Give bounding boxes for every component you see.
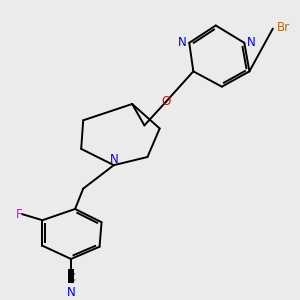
- Text: F: F: [16, 208, 22, 220]
- Text: N: N: [178, 36, 187, 49]
- Text: N: N: [247, 36, 255, 49]
- Text: N: N: [67, 286, 75, 299]
- Text: C: C: [67, 273, 75, 283]
- Text: N: N: [110, 153, 118, 166]
- Text: Br: Br: [277, 20, 290, 34]
- Text: O: O: [161, 95, 170, 109]
